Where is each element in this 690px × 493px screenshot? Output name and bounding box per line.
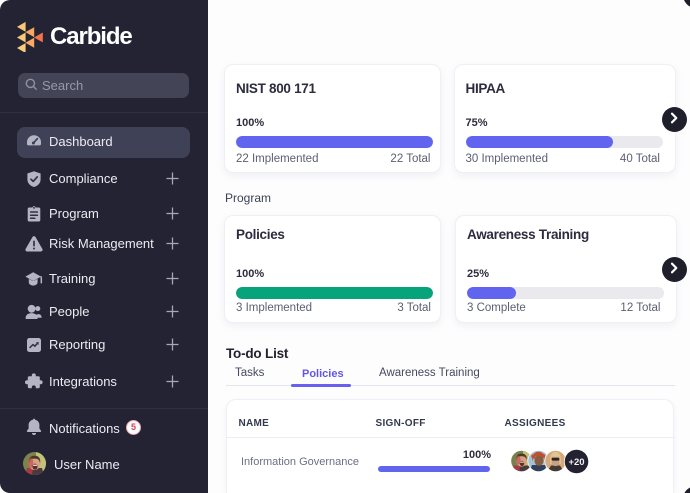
svg-text:+20: +20 bbox=[568, 457, 584, 468]
